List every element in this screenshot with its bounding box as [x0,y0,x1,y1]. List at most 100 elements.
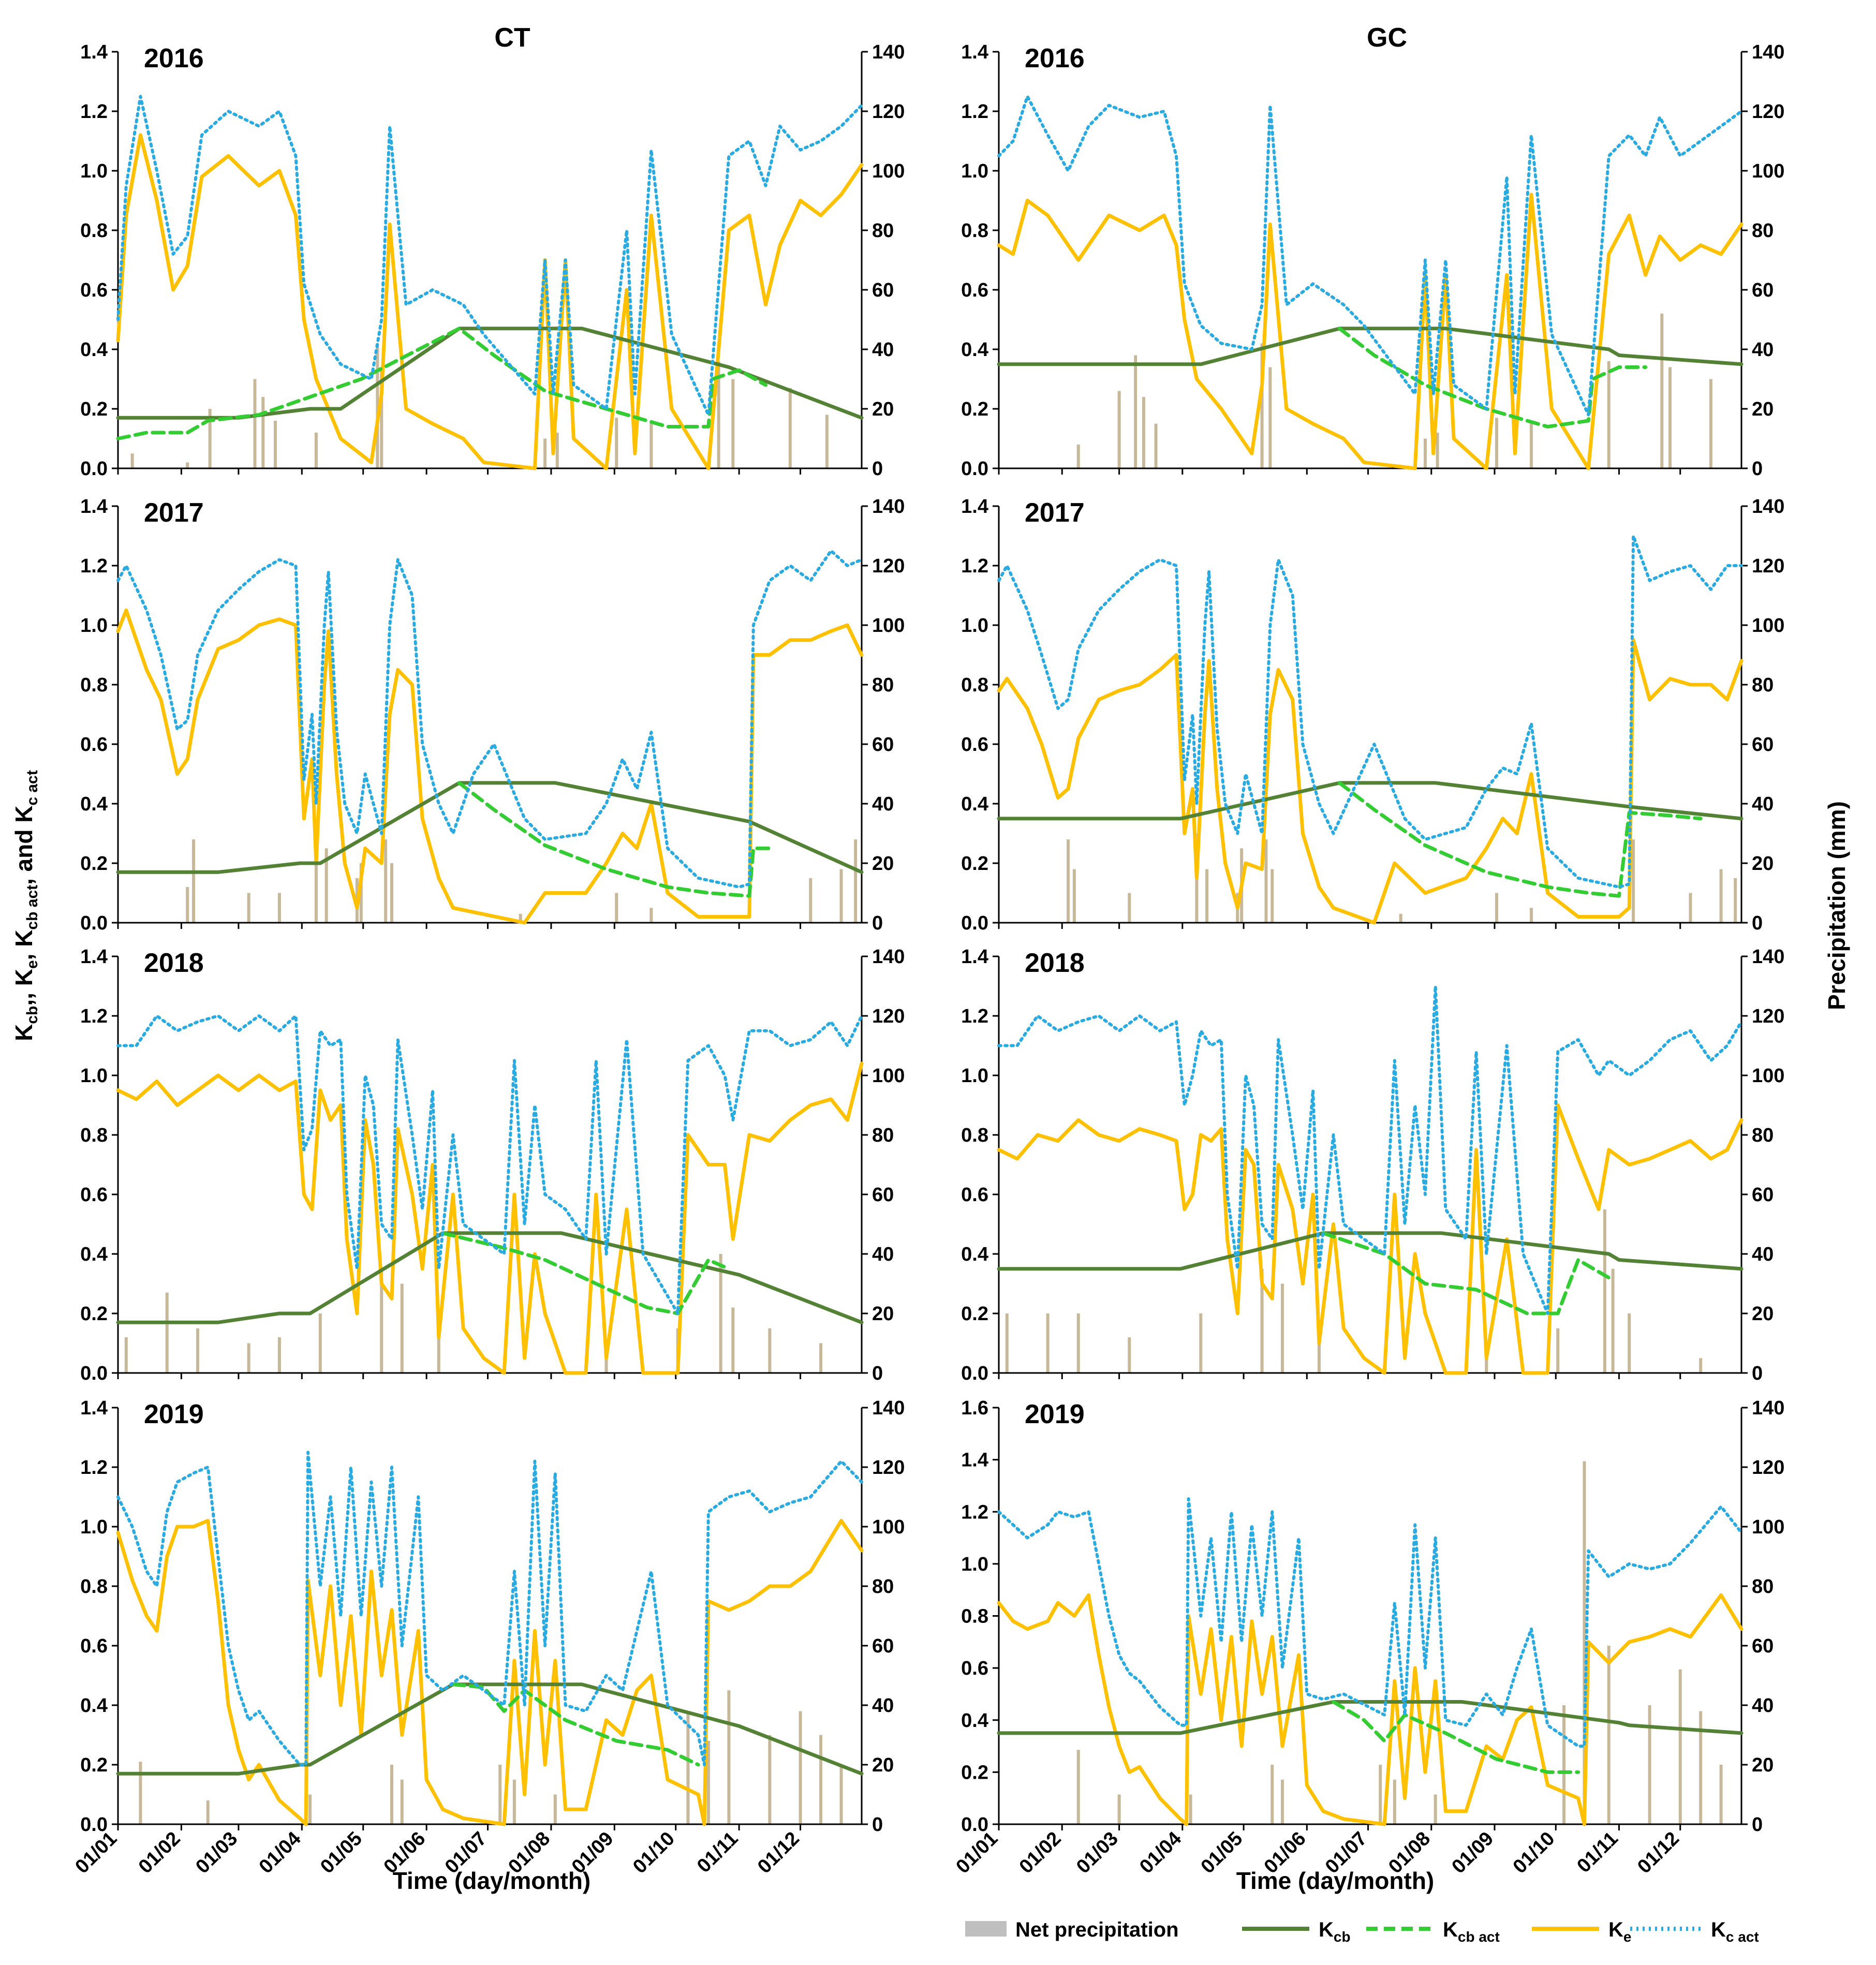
y-tick-label-right: 80 [872,220,894,242]
precip-bar [1719,869,1723,923]
y-tick-label-left: 0.0 [80,458,108,480]
precip-bar [498,1765,502,1824]
precip-bar [839,1765,843,1824]
series-kcb-act-line [1337,781,1703,898]
y-tick-label-left: 0.4 [80,1695,108,1717]
y-tick-label-left: 1.0 [80,1065,108,1087]
precip-bar [247,893,250,923]
precip-bar [1067,839,1070,923]
precip-bar [380,1268,383,1373]
precip-bar [273,421,277,468]
y-tick-label-left: 0.6 [80,1635,108,1657]
panel-ct-2019: 0.0 0.2 0.4 0.6 0.8 1.0 1.2 1.4 0 20 40 60 80 100 120 1… [71,1397,905,1878]
precip-bar [1268,367,1272,468]
series-kcb-line [997,1231,1744,1271]
precip-bar [1660,314,1664,468]
precip-bar [1117,391,1121,468]
y-tick-label-right: 60 [1752,734,1774,756]
y-tick-label-right: 60 [872,1635,894,1657]
precip-bar [512,1779,516,1824]
precip-bar [1280,1283,1284,1373]
y-tick-label-right: 0 [1752,1363,1763,1384]
y-tick-label-right: 40 [872,339,894,361]
precip-bar [247,1343,250,1373]
precip-bar [1611,1268,1615,1373]
y-tick-label-left: 0.8 [961,220,988,242]
precip-bar [555,433,559,468]
series-kcb-act-line [1321,1231,1611,1316]
series-kc-act-line [116,1014,863,1315]
series-kc-act-line [997,1497,1743,1748]
precip-bar [1734,878,1737,923]
y-tick-label-right: 120 [1752,101,1784,123]
y-tick-label-left: 0.2 [80,1303,108,1325]
precip-bar [196,1328,199,1373]
y-tick-label-left: 0.8 [961,1125,988,1146]
x-tick-label: 01/03 [191,1828,242,1878]
series-ke-line [997,1593,1744,1826]
y-tick-label-right: 0 [872,458,883,480]
precip-bar [1668,367,1672,468]
series-kcb-line [997,781,1744,821]
y-tick-label-left: 1.4 [80,1397,108,1419]
precip-bar [400,1283,404,1373]
y-tick-label-right: 100 [1752,1516,1784,1538]
y-tick-label-right: 140 [872,41,905,63]
precip-bar [1076,1313,1080,1373]
precip-bar [1199,1313,1203,1373]
precip-bar [1607,361,1611,468]
y-tick-label-right: 60 [1752,1635,1774,1657]
panel-year-label: 2016 [144,43,204,73]
y-tick-label-left: 1.2 [80,1457,108,1479]
legend-label-net-precipitation: Net precipitation [1015,1918,1179,1941]
y-tick-label-left: 0.8 [80,674,108,696]
series-kcb-line [116,781,864,874]
panel-ct-2018: 0.0 0.2 0.4 0.6 0.8 1.0 1.2 1.4 0 20 40 60 80 100 120 1… [80,946,905,1384]
precip-bar [1719,1765,1723,1824]
precip-bar [1583,1461,1586,1824]
y-tick-label-right: 20 [872,853,894,875]
y-tick-label-right: 140 [1752,496,1784,518]
precip-bar [380,367,383,468]
y-tick-label-right: 60 [1752,1184,1774,1206]
x-tick-label: 01/05 [316,1828,366,1878]
precip-bar [825,415,829,468]
y-tick-label-right: 20 [872,1303,894,1325]
y-tick-label-right: 40 [872,793,894,815]
precip-bar [1128,893,1131,923]
precip-bar [615,418,618,468]
precip-bar [384,839,388,923]
x-tick-label: 01/03 [1072,1828,1122,1878]
y-tick-label-left: 1.2 [80,101,108,123]
precip-bar [253,379,257,468]
y-tick-label-right: 20 [1752,398,1774,420]
y-tick-label-right: 0 [1752,1814,1763,1836]
y-tick-label-left: 0.4 [961,793,988,815]
precip-bar [1379,1765,1382,1824]
y-tick-label-left: 1.2 [961,1501,988,1523]
x-tick-label: 01/12 [1633,1828,1683,1878]
panel-gc-2018: 0.0 0.2 0.4 0.6 0.8 1.0 1.2 1.4 0 20 40 60 80 100 120 1… [961,946,1784,1384]
y-tick-label-right: 100 [872,1516,905,1538]
y-tick-label-right: 40 [1752,339,1774,361]
series-kc-act-line [997,984,1743,1315]
precip-bar [649,908,653,923]
series-kc-act-line [116,1451,863,1766]
precip-bar [719,1254,722,1373]
y-tick-label-right: 80 [1752,1576,1774,1598]
precip-bar [390,863,394,923]
precip-bar [788,388,792,468]
precip-bar [324,848,328,923]
precip-bar [1134,355,1138,468]
y-tick-label-right: 0 [872,1363,883,1384]
series-kcb-act-line [1337,327,1648,429]
x-tick-label: 01/04 [1135,1828,1186,1878]
precip-bar [1495,418,1498,468]
precip-bar [799,1711,802,1824]
y-tick-label-right: 140 [1752,946,1784,968]
y-tick-label-right: 120 [872,1457,905,1479]
x-tick-label: 01/12 [754,1828,804,1878]
y-tick-label-left: 1.4 [80,41,108,63]
series-kcb-act-line [1332,1700,1580,1774]
precip-bar [1005,1313,1009,1373]
